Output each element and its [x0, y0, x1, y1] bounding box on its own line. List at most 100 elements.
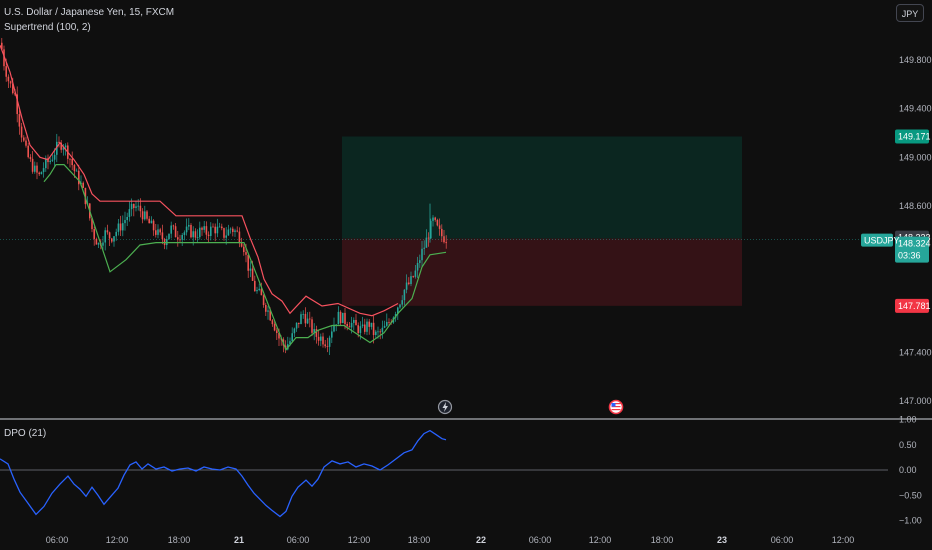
candle — [78, 170, 80, 185]
currency-button[interactable]: JPY — [896, 4, 924, 22]
candle — [421, 248, 423, 261]
stop-zone[interactable] — [342, 238, 742, 306]
candle — [348, 326, 351, 328]
symbol-tag: USDJPY — [864, 236, 900, 246]
candle — [135, 206, 137, 208]
candle — [370, 322, 373, 327]
candle — [258, 288, 260, 290]
candle — [188, 224, 190, 227]
candle — [366, 321, 368, 332]
target-zone[interactable] — [342, 136, 742, 239]
us-flag-stripe — [611, 403, 621, 405]
candle — [238, 231, 241, 244]
target-price-label: 149.171 — [898, 131, 931, 141]
candle — [368, 321, 370, 327]
candle — [148, 218, 150, 224]
candle — [126, 216, 128, 221]
candle — [82, 182, 84, 188]
candle — [320, 336, 322, 341]
candle — [16, 94, 18, 115]
candle — [335, 324, 337, 326]
candle — [14, 93, 16, 95]
time-tick-label: 21 — [234, 535, 244, 545]
candle — [295, 322, 298, 329]
candle — [104, 230, 106, 243]
lightning-icon-glyph — [442, 402, 448, 412]
price-tick-label: 147.000 — [899, 396, 932, 406]
price-tick-label: 148.600 — [899, 201, 932, 211]
candle — [139, 205, 142, 212]
candle — [397, 307, 399, 315]
candle — [73, 165, 76, 172]
candle — [315, 329, 318, 337]
candle — [311, 319, 313, 333]
candle — [232, 228, 234, 232]
us-flag-stripe — [611, 406, 621, 408]
candle — [214, 226, 216, 234]
time-tick-label: 06:00 — [771, 535, 794, 545]
dpo-title: DPO (21) — [4, 428, 46, 439]
time-tick-label: 12:00 — [832, 535, 855, 545]
candle — [234, 230, 236, 232]
candle — [152, 220, 155, 231]
candle — [416, 262, 419, 271]
candle — [414, 270, 417, 277]
candle — [339, 311, 342, 324]
candle — [412, 276, 414, 277]
candle — [227, 229, 230, 236]
candle — [436, 219, 439, 226]
candle — [443, 236, 445, 243]
candle — [146, 211, 148, 219]
candle — [333, 324, 335, 332]
candle — [423, 247, 425, 249]
candle — [106, 230, 109, 233]
candle — [203, 226, 205, 230]
candle — [155, 230, 157, 235]
candle — [196, 237, 199, 238]
candle — [157, 229, 159, 235]
candle — [124, 220, 126, 224]
symbol-tag-bg[interactable] — [861, 233, 893, 247]
candle — [269, 310, 271, 321]
candle — [434, 217, 436, 220]
candle — [289, 341, 291, 345]
candle — [5, 66, 7, 77]
candle — [408, 282, 410, 285]
candle — [192, 231, 194, 238]
chart-title: U.S. Dollar / Japanese Yen, 15, FXCM — [4, 7, 174, 18]
candle — [245, 252, 247, 255]
dpo-tick-label: −0.50 — [899, 490, 922, 500]
target-price-label-bg — [895, 129, 929, 144]
stop-price-label: 147.781 — [898, 301, 931, 311]
candle — [69, 158, 71, 160]
candle — [344, 312, 346, 324]
candle — [225, 235, 227, 238]
dpo-line — [0, 429, 447, 518]
dpo-tick-label: 0.50 — [899, 440, 917, 450]
candle — [236, 230, 238, 232]
candle — [174, 226, 177, 238]
time-tick-label: 12:00 — [106, 535, 129, 545]
candle — [58, 141, 60, 143]
candle — [207, 234, 210, 236]
price-tick-label: 149.000 — [899, 152, 932, 162]
candle — [324, 344, 326, 347]
candle — [56, 141, 58, 155]
candle — [254, 280, 256, 292]
candle — [144, 211, 146, 220]
candle — [375, 331, 377, 336]
candle — [122, 223, 124, 231]
candle — [161, 232, 164, 240]
candle — [265, 304, 267, 312]
candle — [350, 322, 353, 328]
candle — [381, 327, 384, 333]
candle — [223, 228, 225, 238]
candle — [137, 205, 139, 207]
candle — [359, 326, 362, 333]
time-tick-label: 18:00 — [408, 535, 431, 545]
candle — [133, 203, 135, 208]
candle — [183, 232, 186, 235]
candle — [113, 236, 115, 242]
